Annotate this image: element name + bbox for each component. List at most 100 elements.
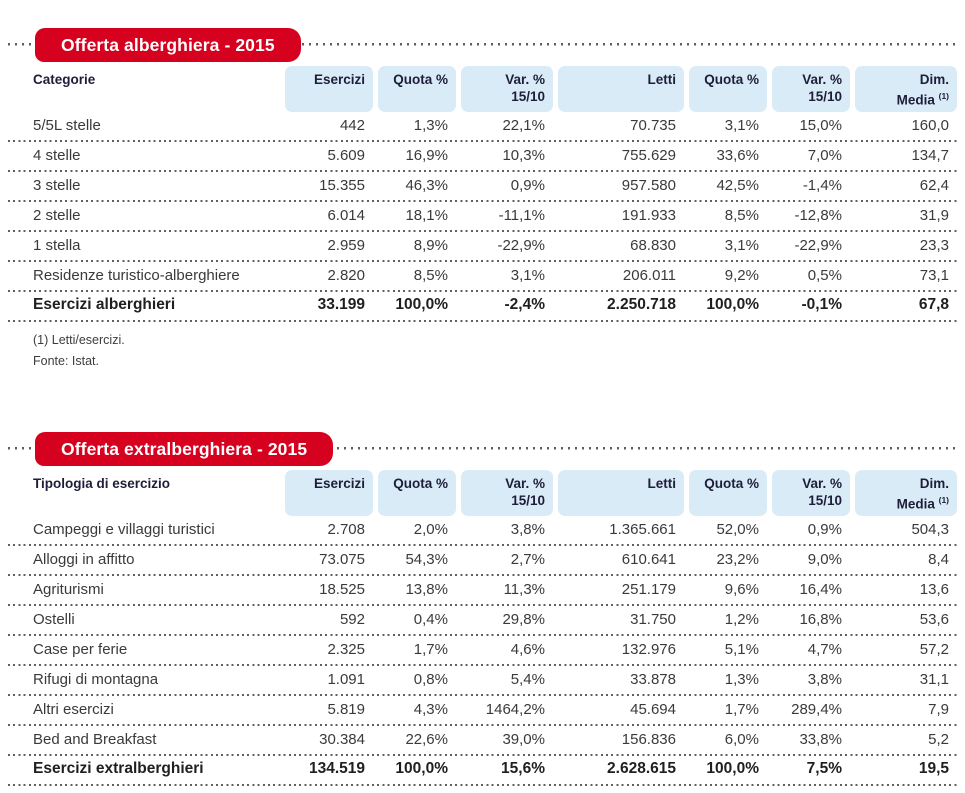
table-row: Residenze turistico-alberghiere 2.820 8,… <box>8 262 958 292</box>
row-label: Residenze turistico-alberghiere <box>33 266 240 284</box>
table-row: Ostelli 592 0,4% 29,8% 31.750 1,2% 16,8%… <box>8 606 958 636</box>
cell-esercizi: 33.199 <box>317 296 365 313</box>
cell-quota-esercizi: 18,1% <box>405 206 448 224</box>
hotel-offer-table: Offerta alberghiera - 2015 Categorie Ese… <box>8 28 958 372</box>
cell-var-letti: 16,8% <box>799 610 842 628</box>
cell-quota-esercizi: 100,0% <box>395 296 448 313</box>
cell-esercizi: 134.519 <box>308 760 365 777</box>
cell-letti: 206.011 <box>622 266 676 284</box>
row-label: Esercizi alberghieri <box>33 296 176 313</box>
cell-letti: 2.628.615 <box>607 760 676 777</box>
table-row: Esercizi extralberghieri 134.519 100,0% … <box>8 756 958 786</box>
cell-esercizi: 5.819 <box>327 700 365 718</box>
cell-quota-letti: 1,3% <box>724 670 759 688</box>
cell-var-letti: 15,0% <box>799 116 842 134</box>
column-header-quota-esercizi: Quota % <box>378 66 456 112</box>
row-label: Alloggi in affitto <box>33 550 135 568</box>
column-header-categorie: Categorie <box>33 72 96 87</box>
cell-quota-esercizi: 100,0% <box>395 760 448 777</box>
cell-letti: 1.365.661 <box>609 520 676 538</box>
cell-esercizi: 15.355 <box>319 176 365 194</box>
table-row: Bed and Breakfast 30.384 22,6% 39,0% 156… <box>8 726 958 756</box>
table-row: 4 stelle 5.609 16,9% 10,3% 755.629 33,6%… <box>8 142 958 172</box>
cell-esercizi: 592 <box>339 610 365 628</box>
cell-quota-letti: 42,5% <box>716 176 759 194</box>
row-label: 3 stelle <box>33 176 81 194</box>
cell-dim-media: 73,1 <box>919 266 949 284</box>
cell-quota-letti: 52,0% <box>716 520 759 538</box>
cell-quota-letti: 8,5% <box>724 206 759 224</box>
row-label: Ostelli <box>33 610 75 628</box>
cell-quota-letti: 5,1% <box>724 640 759 658</box>
column-header-dim-media: Dim. Media (1) <box>855 470 957 516</box>
cell-var-esercizi: 5,4% <box>510 670 545 688</box>
cell-quota-esercizi: 1,7% <box>413 640 448 658</box>
cell-letti: 132.976 <box>621 640 676 658</box>
row-label: Agriturismi <box>33 580 104 598</box>
row-label: 4 stelle <box>33 146 81 164</box>
cell-quota-letti: 3,1% <box>724 236 759 254</box>
row-label: Rifugi di montagna <box>33 670 159 688</box>
cell-letti: 191.933 <box>621 206 676 224</box>
column-header-dim-media: Dim. Media (1) <box>855 66 957 112</box>
table-body: Campeggi e villaggi turistici 2.708 2,0%… <box>8 516 958 786</box>
footnote-letti-esercizi: (1) Letti/esercizi. <box>33 333 125 347</box>
column-header-quota-esercizi: Quota % <box>378 470 456 516</box>
column-header-row: Categorie Esercizi Quota % Var. % 15/10 … <box>8 66 958 112</box>
cell-var-letti: 7,5% <box>806 760 842 777</box>
cell-var-esercizi: -2,4% <box>504 296 546 313</box>
cell-dim-media: 134,7 <box>911 146 949 164</box>
table-row: Altri esercizi 5.819 4,3% 1464,2% 45.694… <box>8 696 958 726</box>
table-row: Agriturismi 18.525 13,8% 11,3% 251.179 9… <box>8 576 958 606</box>
cell-letti: 156.836 <box>621 730 676 748</box>
cell-esercizi: 30.384 <box>319 730 365 748</box>
dotted-rule <box>8 43 958 46</box>
cell-esercizi: 6.014 <box>327 206 365 224</box>
cell-letti: 33.878 <box>630 670 676 688</box>
cell-letti: 610.641 <box>621 550 676 568</box>
cell-var-esercizi: 0,9% <box>510 176 545 194</box>
row-label: Esercizi extralberghieri <box>33 760 204 777</box>
cell-dim-media: 19,5 <box>918 760 949 777</box>
source-note: Fonte: Istat. <box>33 354 100 368</box>
cell-quota-esercizi: 13,8% <box>405 580 448 598</box>
cell-dim-media: 8,4 <box>928 550 949 568</box>
table-row: Alloggi in affitto 73.075 54,3% 2,7% 610… <box>8 546 958 576</box>
cell-letti: 2.250.718 <box>607 296 676 313</box>
cell-var-esercizi: 1464,2% <box>485 700 545 718</box>
cell-var-letti: 289,4% <box>791 700 842 718</box>
cell-dim-media: 31,1 <box>919 670 949 688</box>
cell-var-esercizi: -11,1% <box>498 206 545 224</box>
section-title: Offerta alberghiera - 2015 <box>61 34 275 55</box>
cell-esercizi: 2.708 <box>327 520 365 538</box>
cell-quota-letti: 100,0% <box>706 296 759 313</box>
row-label: Bed and Breakfast <box>33 730 157 748</box>
section-header: Offerta extralberghiera - 2015 <box>8 432 958 466</box>
cell-quota-esercizi: 0,8% <box>413 670 448 688</box>
column-header-letti: Letti <box>558 66 684 112</box>
cell-dim-media: 57,2 <box>919 640 949 658</box>
cell-quota-esercizi: 54,3% <box>405 550 448 568</box>
cell-quota-letti: 23,2% <box>716 550 759 568</box>
cell-esercizi: 442 <box>339 116 365 134</box>
cell-quota-esercizi: 8,9% <box>413 236 448 254</box>
cell-dim-media: 53,6 <box>919 610 949 628</box>
cell-quota-letti: 9,2% <box>724 266 759 284</box>
cell-quota-letti: 100,0% <box>706 760 759 777</box>
cell-dim-media: 160,0 <box>911 116 949 134</box>
table-row: 2 stelle 6.014 18,1% -11,1% 191.933 8,5%… <box>8 202 958 232</box>
cell-quota-esercizi: 2,0% <box>413 520 448 538</box>
cell-var-letti: 33,8% <box>799 730 842 748</box>
cell-quota-letti: 9,6% <box>724 580 759 598</box>
cell-esercizi: 1.091 <box>327 670 365 688</box>
cell-esercizi: 18.525 <box>319 580 365 598</box>
column-header-tipologia: Tipologia di esercizio <box>33 476 171 491</box>
cell-var-letti: 0,9% <box>807 520 842 538</box>
column-header-quota-letti: Quota % <box>689 470 767 516</box>
table-row: Case per ferie 2.325 1,7% 4,6% 132.976 5… <box>8 636 958 666</box>
cell-letti: 31.750 <box>630 610 676 628</box>
cell-dim-media: 62,4 <box>919 176 949 194</box>
dotted-rule <box>8 447 958 450</box>
section-title-banner: Offerta extralberghiera - 2015 <box>35 432 334 466</box>
cell-letti: 45.694 <box>630 700 676 718</box>
